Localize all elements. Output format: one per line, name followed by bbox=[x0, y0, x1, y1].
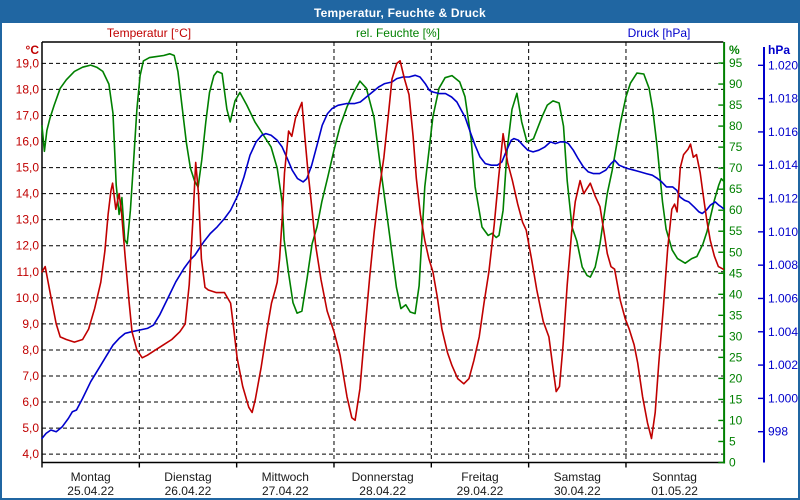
humidity-series-label: rel. Feuchte [%] bbox=[355, 26, 441, 40]
temperature-tick-label: 13,0 bbox=[16, 213, 40, 227]
temperature-unit-label: °C bbox=[25, 43, 39, 57]
pressure-tick-label: 1.006 bbox=[768, 291, 798, 305]
humidity-tick-label: 85 bbox=[729, 98, 743, 112]
pressure-tick-label: 998 bbox=[768, 425, 788, 439]
humidity-curve bbox=[41, 52, 725, 315]
pressure-series-label: Druck [hPa] bbox=[627, 26, 691, 40]
day-name-label: Montag bbox=[71, 470, 111, 484]
humidity-tick-label: 65 bbox=[729, 182, 743, 196]
day-date-label: 29.04.22 bbox=[457, 484, 504, 498]
temperature-tick-label: 4,0 bbox=[22, 447, 39, 461]
pressure-tick-label: 1.012 bbox=[768, 192, 798, 206]
day-date-label: 25.04.22 bbox=[67, 484, 114, 498]
pressure-tick-label: 1.020 bbox=[768, 58, 798, 72]
humidity-tick-label: 30 bbox=[729, 329, 743, 343]
humidity-tick-label: 55 bbox=[729, 224, 743, 238]
temperature-tick-label: 5,0 bbox=[22, 421, 39, 435]
day-name-label: Sonntag bbox=[652, 470, 697, 484]
day-date-label: 28.04.22 bbox=[359, 484, 406, 498]
temperature-series-label: Temperatur [°C] bbox=[106, 26, 192, 40]
temperature-tick-label: 9,0 bbox=[22, 317, 39, 331]
day-date-label: 30.04.22 bbox=[554, 484, 601, 498]
window-title: Temperatur, Feuchte & Druck bbox=[314, 5, 486, 20]
day-date-label: 27.04.22 bbox=[262, 484, 309, 498]
humidity-tick-label: 35 bbox=[729, 308, 743, 322]
day-date-label: 01.05.22 bbox=[651, 484, 698, 498]
temperature-tick-label: 10,0 bbox=[16, 291, 40, 305]
pressure-tick-label: 1.004 bbox=[768, 325, 798, 339]
pressure-curve bbox=[41, 74, 725, 440]
humidity-tick-label: 75 bbox=[729, 140, 743, 154]
humidity-tick-label: 50 bbox=[729, 245, 743, 259]
humidity-tick-label: 60 bbox=[729, 203, 743, 217]
humidity-tick-label: 80 bbox=[729, 119, 743, 133]
humidity-tick-label: 15 bbox=[729, 392, 743, 406]
pressure-tick-label: 1.002 bbox=[768, 358, 798, 372]
humidity-tick-label: 10 bbox=[729, 413, 743, 427]
pressure-unit-label: hPa bbox=[768, 43, 791, 57]
humidity-tick-label: 70 bbox=[729, 161, 743, 175]
pressure-tick-label: 1.008 bbox=[768, 258, 798, 272]
day-name-label: Donnerstag bbox=[352, 470, 414, 484]
day-date-label: 26.04.22 bbox=[165, 484, 212, 498]
temperature-tick-label: 12,0 bbox=[16, 239, 40, 253]
temperature-curve bbox=[41, 59, 725, 440]
day-name-label: Samstag bbox=[554, 470, 601, 484]
window-title-bar: Temperatur, Feuchte & Druck bbox=[2, 2, 798, 23]
pressure-tick-label: 1.010 bbox=[768, 225, 798, 239]
day-name-label: Freitag bbox=[461, 470, 498, 484]
temperature-tick-label: 6,0 bbox=[22, 395, 39, 409]
humidity-unit-label: % bbox=[729, 43, 740, 57]
pressure-tick-label: 1.018 bbox=[768, 92, 798, 106]
humidity-tick-label: 90 bbox=[729, 77, 743, 91]
humidity-tick-label: 95 bbox=[729, 56, 743, 70]
day-name-label: Mittwoch bbox=[262, 470, 309, 484]
day-name-label: Dienstag bbox=[164, 470, 211, 484]
humidity-tick-label: 25 bbox=[729, 350, 743, 364]
humidity-tick-label: 5 bbox=[729, 434, 736, 448]
pressure-tick-label: 1.016 bbox=[768, 125, 798, 139]
pressure-tick-label: 1.014 bbox=[768, 158, 798, 172]
temperature-tick-label: 8,0 bbox=[22, 343, 39, 357]
pressure-tick-label: 1.000 bbox=[768, 391, 798, 405]
temperature-tick-label: 7,0 bbox=[22, 369, 39, 383]
temperature-tick-label: 15,0 bbox=[16, 161, 40, 175]
humidity-tick-label: 45 bbox=[729, 266, 743, 280]
temperature-tick-label: 14,0 bbox=[16, 187, 40, 201]
humidity-tick-label: 40 bbox=[729, 287, 743, 301]
temperature-tick-label: 18,0 bbox=[16, 82, 40, 96]
humidity-tick-label: 0 bbox=[729, 456, 736, 470]
temperature-tick-label: 19,0 bbox=[16, 56, 40, 70]
temperature-tick-label: 17,0 bbox=[16, 108, 40, 122]
temperature-tick-label: 11,0 bbox=[17, 265, 40, 279]
temperature-tick-label: 16,0 bbox=[16, 135, 40, 149]
humidity-tick-label: 20 bbox=[729, 371, 743, 385]
